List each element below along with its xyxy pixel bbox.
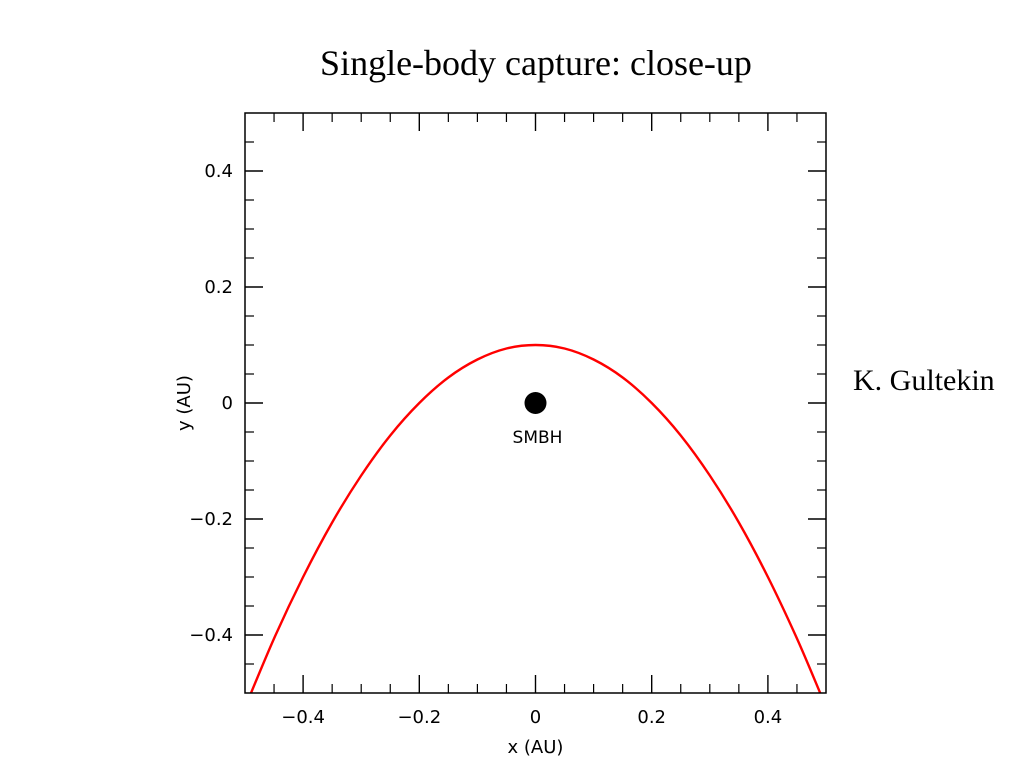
tick-labels: −0.4 −0.2 0 0.2 0.4 0.4 0.2 0 −0.2 −0.4	[189, 161, 782, 728]
major-ticks	[245, 113, 826, 693]
x-tick-label: 0	[530, 707, 541, 728]
author-credit: K. Gultekin	[853, 364, 995, 397]
y-tick-label: 0.4	[204, 161, 233, 182]
y-tick-label: −0.2	[189, 509, 233, 530]
x-tick-label: −0.4	[281, 707, 325, 728]
x-tick-label: 0.4	[754, 707, 783, 728]
plot-frame	[244, 112, 827, 694]
curves	[249, 343, 822, 693]
x-tick-label: −0.2	[397, 707, 441, 728]
smbh-label: SMBH	[513, 428, 563, 448]
y-tick-label: 0	[222, 393, 233, 414]
y-tick-label: −0.4	[189, 625, 233, 646]
series-line-0	[249, 343, 822, 693]
x-tick-label: 0.2	[637, 707, 666, 728]
chart-title: Single-body capture: close-up	[320, 43, 752, 83]
y-axis-label: y (AU)	[174, 375, 195, 431]
y-tick-label: 0.2	[204, 277, 233, 298]
smbh-point	[524, 392, 547, 414]
minor-ticks	[245, 113, 826, 693]
x-axis-label: x (AU)	[508, 737, 564, 758]
